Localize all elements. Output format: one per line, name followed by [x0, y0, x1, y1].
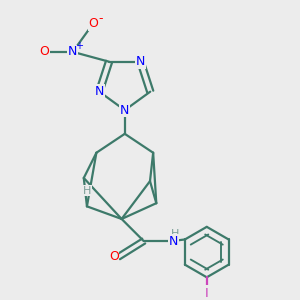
Text: O: O: [88, 17, 98, 30]
Text: N: N: [136, 55, 145, 68]
Text: O: O: [39, 45, 49, 58]
Text: H: H: [83, 186, 91, 196]
Text: +: +: [75, 40, 83, 50]
Text: N: N: [68, 45, 77, 58]
Text: O: O: [109, 250, 119, 263]
Text: N: N: [94, 85, 104, 98]
Text: N: N: [120, 104, 130, 117]
Text: I: I: [205, 287, 208, 300]
Text: H: H: [170, 229, 179, 239]
Text: -: -: [98, 12, 102, 25]
Text: N: N: [169, 235, 178, 248]
